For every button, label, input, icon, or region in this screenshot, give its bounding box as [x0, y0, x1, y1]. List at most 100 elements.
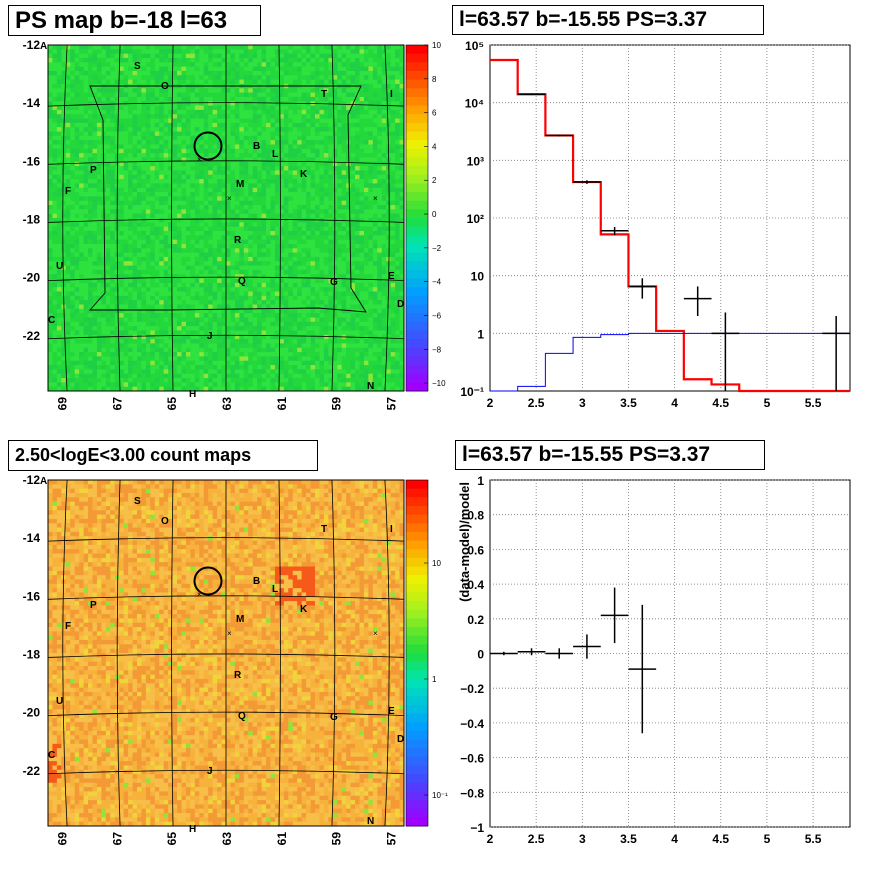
- ps_map-pixel: [88, 96, 93, 102]
- ps_map-pixel: [194, 96, 200, 102]
- ps_map-pixel: [221, 256, 227, 262]
- ps_map-pixel: [274, 265, 280, 271]
- ps_map-pixel: [110, 157, 116, 163]
- ps_map-pixel: [137, 79, 142, 85]
- ps_map-pixel: [270, 209, 276, 215]
- ps_map-pixel: [243, 75, 249, 81]
- ps_map-pixel: [274, 282, 280, 288]
- ps_map-pixel: [319, 360, 325, 366]
- ps_map-pixel: [159, 196, 165, 202]
- ps_map-pixel: [239, 321, 245, 327]
- ps_map-pixel: [145, 161, 151, 167]
- ps_map-pixel: [315, 114, 320, 119]
- ps_map-pixel: [123, 243, 129, 249]
- ps_map-pixel: [212, 70, 218, 76]
- ps_map-pixel: [177, 382, 182, 388]
- ps_map-pixel: [48, 88, 53, 93]
- ps_map-pixel: [270, 339, 276, 344]
- ps_map-pixel: [110, 347, 116, 353]
- ps_map-pixel: [154, 313, 160, 318]
- ps_map-pixel: [248, 274, 254, 279]
- ps_map-pixel: [310, 109, 316, 115]
- ps_map-pixel: [248, 321, 254, 327]
- ps_map-pixel: [208, 386, 214, 392]
- ps_map-pixel: [119, 109, 125, 115]
- ps_map-pixel: [92, 382, 98, 388]
- ps_map-pixel: [110, 382, 116, 388]
- ps_map-pixel: [301, 295, 307, 301]
- ps_map-pixel: [270, 205, 276, 210]
- ps_map-pixel: [74, 192, 80, 197]
- ps_map-pixel: [319, 200, 325, 206]
- ps_map-pixel: [177, 161, 182, 167]
- ps_map-pixel: [270, 57, 276, 63]
- ps_map-pixel: [283, 109, 289, 115]
- ps_map-pixel: [181, 144, 187, 150]
- ps_map-pixel: [288, 144, 294, 150]
- ps_map-pixel: [92, 252, 98, 258]
- ps_map-pixel: [315, 248, 320, 254]
- ps_map-pixel: [288, 62, 294, 68]
- ps_map-pixel: [261, 239, 267, 245]
- ps_map-pixel: [159, 114, 165, 119]
- ps_map-pixel: [297, 66, 303, 72]
- ps_map-pixel: [301, 140, 307, 145]
- ps_map-pixel: [79, 49, 84, 55]
- ps_map-pixel: [226, 192, 231, 197]
- ps_map-pixel: [105, 105, 111, 111]
- ps_map-pixel: [74, 213, 80, 219]
- ps_map-pixel: [199, 265, 205, 271]
- ps_map-pixel: [266, 313, 271, 318]
- ps_map-pixel: [79, 209, 84, 215]
- ps_map-pixel: [52, 192, 58, 197]
- ps_map-pixel: [163, 122, 169, 128]
- ps_map-pixel: [96, 274, 102, 279]
- ps_map-pixel: [181, 256, 187, 262]
- ps_map-pixel: [323, 174, 329, 180]
- ps_map-pixel: [221, 192, 227, 197]
- ps_map-pixel: [123, 235, 129, 241]
- ps_map-pixel: [128, 135, 133, 141]
- ps_map-pixel: [252, 96, 258, 102]
- ps_map-pixel: [239, 317, 245, 323]
- ps_map-pixel: [297, 209, 303, 215]
- ps_map-pixel: [248, 265, 254, 271]
- ps_map-pixel: [105, 161, 111, 167]
- ps_map-pixel: [292, 308, 298, 314]
- ps_map-pixel: [288, 122, 294, 128]
- ps_map-pixel: [132, 148, 138, 154]
- ps_map-pixel: [243, 118, 249, 124]
- ps_map-pixel: [226, 261, 231, 266]
- ps_map-pixel: [288, 300, 294, 305]
- ps_map-pixel: [279, 57, 285, 63]
- ps_map-pixel: [132, 187, 138, 193]
- ps_map-pixel: [306, 291, 311, 297]
- ps_map-pixel: [208, 118, 214, 124]
- ps_map-pixel: [79, 200, 84, 206]
- ps_map-pixel: [283, 308, 289, 314]
- ps_map-pixel: [212, 88, 218, 93]
- ps_map-pixel: [168, 326, 173, 331]
- ps_map-pixel: [132, 339, 138, 344]
- ps_map-pixel: [297, 148, 303, 154]
- ps_map-pixel: [217, 300, 222, 305]
- ps_map-pixel: [172, 343, 178, 349]
- ps_map-pixel: [203, 282, 209, 288]
- ps_map-pixel: [185, 209, 191, 215]
- ps_map-pixel: [239, 135, 245, 141]
- ps_map-pixel: [306, 287, 311, 292]
- ps_map-pixel: [315, 226, 320, 232]
- ps_map-pixel: [163, 265, 169, 271]
- ps_map-pixel: [252, 131, 258, 137]
- ps_map-pixel: [159, 308, 165, 314]
- ps_map-pixel: [163, 127, 169, 132]
- ps_map-pixel: [319, 287, 325, 292]
- ps_map-pixel: [208, 205, 214, 210]
- ps_map-pixel: [159, 122, 165, 128]
- ps_map-pixel: [208, 256, 214, 262]
- ps_map-pixel: [145, 278, 151, 284]
- ps_map-pixel: [96, 343, 102, 349]
- ps_map-pixel: [88, 386, 93, 392]
- ps_map-pixel: [212, 339, 218, 344]
- ps_map-pixel: [74, 96, 80, 102]
